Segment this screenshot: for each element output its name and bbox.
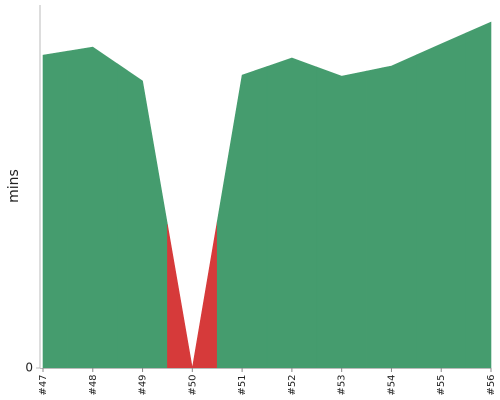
x-tick-label: #55: [436, 374, 447, 395]
x-tick-label: #56: [486, 374, 497, 395]
area-segment: [465, 21, 492, 369]
x-tick-label: #47: [38, 374, 49, 395]
x-tick-label: #52: [287, 374, 298, 395]
area-segment: [266, 57, 318, 369]
area-segment: [42, 50, 69, 369]
area-segment: [316, 66, 367, 369]
area-segment: [67, 46, 118, 369]
x-tick-label: #48: [88, 374, 99, 395]
x-tick-label: #50: [187, 374, 198, 395]
area-segment: [117, 63, 168, 369]
area-segment: [366, 54, 417, 369]
y-axis-label: mins: [6, 169, 22, 203]
area-segment: [167, 221, 218, 369]
x-tick-label: #51: [237, 374, 248, 395]
area-segment: [216, 66, 268, 369]
x-tick-label: #54: [386, 374, 397, 395]
area-segment: [416, 32, 467, 369]
x-tick-label: #49: [138, 374, 149, 395]
y-tick-label: 0: [25, 361, 33, 375]
x-tick-label: #53: [337, 374, 348, 395]
